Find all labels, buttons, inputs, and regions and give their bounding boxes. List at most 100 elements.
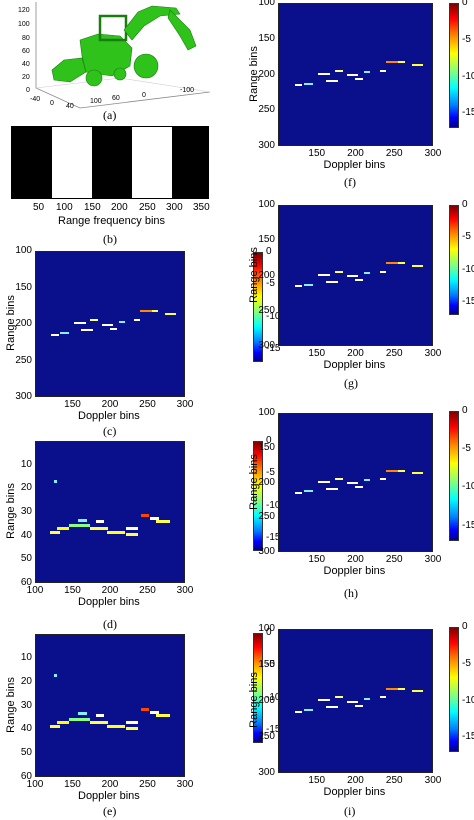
y-tick-i: 150: [258, 659, 275, 670]
heatmap-cell: [412, 690, 424, 693]
caption-h: (h): [344, 586, 358, 600]
x-tick-e: 200: [101, 779, 119, 790]
x-tick: 100: [90, 98, 102, 105]
colorbar-tick-h: 0: [462, 405, 468, 416]
heatmap-cell: [379, 477, 386, 480]
x-tick-e: 250: [139, 779, 156, 790]
caption-i: (i): [344, 804, 356, 818]
heatmap-cell: [78, 518, 87, 522]
heatmap-cell: [165, 313, 176, 316]
y-tick-e: 20: [20, 675, 32, 687]
heatmap-cell: [325, 280, 338, 283]
y-tick-e: 60: [20, 771, 32, 782]
colorbar-tick-i: -5: [462, 657, 471, 669]
heatmap-plot-e: [35, 634, 185, 777]
colorbar-tick-d: -10: [266, 499, 281, 511]
colorbar-tick-f: -5: [462, 33, 471, 45]
colorbar-tick-e: -10: [266, 691, 281, 703]
y-tick-d: 50: [20, 553, 32, 565]
heatmap-cell: [317, 699, 331, 702]
x-tick-d: 300: [176, 585, 194, 596]
heatmap-cell: [294, 284, 303, 287]
colorbar-tick-f: -15: [462, 107, 474, 119]
ylabel-f: Range bins: [247, 45, 260, 102]
heatmap-cell: [334, 270, 343, 273]
y-tick-e: 50: [20, 747, 32, 759]
heatmap-cell: [303, 709, 314, 712]
x-tick-h: 300: [424, 554, 442, 565]
x-tick: 60: [112, 95, 120, 102]
y-tick-h: 100: [258, 407, 275, 418]
x-tick-g: 250: [385, 348, 403, 359]
caption-d: (d): [103, 617, 117, 631]
heatmap-cell: [354, 279, 363, 282]
x-tick-g: 200: [347, 348, 364, 359]
heatmap-plot-c: [35, 251, 185, 397]
heatmap-cell: [385, 687, 399, 690]
z-tick: 20: [22, 74, 30, 81]
white-band: [52, 127, 92, 198]
x-tick-f: 300: [424, 148, 442, 159]
xlabel-f: Doppler bins: [323, 159, 386, 171]
panel-b-x-tick: 50: [33, 202, 45, 213]
y-tick-g: 200: [258, 269, 275, 281]
colorbar-tick-e: -5: [266, 659, 275, 671]
colorbar-tick-d: -15: [266, 532, 281, 544]
y-tick-d: 30: [20, 506, 32, 517]
x-tick: -100: [180, 87, 195, 94]
z-tick: 100: [18, 21, 30, 28]
heatmap-cell: [90, 527, 108, 531]
colorbar-e: [253, 633, 263, 743]
heatmap-cell: [141, 707, 149, 711]
heatmap-cell: [364, 272, 371, 275]
colorbar-tick-g: -15: [462, 296, 474, 308]
heatmap-cell: [379, 270, 386, 273]
caption-f: (f): [344, 175, 356, 189]
heatmap-cell: [109, 327, 117, 330]
white-band: [132, 127, 172, 198]
z-tick: 80: [22, 35, 30, 42]
panel-b-x-tick: 100: [56, 202, 73, 213]
x-tick-g: 300: [424, 348, 442, 359]
ylabel-e: Range bins: [4, 676, 17, 733]
y-tick-e: 30: [20, 699, 32, 711]
panel-b-x-tick: 200: [111, 202, 128, 213]
y-tick-g: 100: [258, 199, 275, 210]
heatmap-cell: [379, 696, 386, 699]
y-tick-c: 200: [15, 318, 32, 329]
panel-b-x-tick: 300: [166, 202, 183, 213]
colorbar-tick-e: -15: [266, 724, 281, 736]
heatmap-cell: [118, 320, 125, 323]
heatmap-cell: [303, 283, 314, 286]
colorbar-tick-g: -5: [462, 231, 471, 243]
y-tick-c: 100: [15, 245, 32, 256]
heatmap-cell: [106, 531, 125, 535]
x-tick-e: 300: [176, 779, 194, 790]
y-tick-h: 150: [258, 441, 275, 453]
x-tick: 0: [50, 100, 54, 107]
heatmap-cell: [364, 479, 371, 482]
caption-c: (c): [103, 424, 117, 438]
heatmap-cell: [294, 491, 303, 494]
heatmap-cell: [51, 333, 59, 336]
heatmap-cell: [69, 524, 90, 528]
heatmap-cell: [412, 472, 424, 475]
heatmap-cell: [354, 486, 363, 489]
caption-g: (g): [344, 376, 358, 390]
xlabel-d: Doppler bins: [78, 596, 140, 608]
heatmap-cell: [294, 84, 303, 87]
caption-a: (a): [103, 108, 117, 122]
heatmap-cell: [379, 69, 386, 72]
x-tick-h: 250: [385, 554, 403, 565]
heatmap-cell: [132, 527, 138, 531]
y-tick-c: 250: [15, 354, 32, 366]
heatmap-cell: [303, 82, 314, 85]
y-tick-d: 10: [20, 458, 32, 470]
colorbar-tick-f: -10: [462, 70, 474, 82]
heatmap-cell: [90, 720, 108, 724]
caption-b: (b): [103, 232, 117, 246]
heatmap-cell: [334, 477, 343, 480]
heatmap-cell: [334, 69, 343, 72]
xlabel-i: Doppler bins: [323, 786, 386, 798]
y-tick-f: 250: [258, 104, 275, 116]
